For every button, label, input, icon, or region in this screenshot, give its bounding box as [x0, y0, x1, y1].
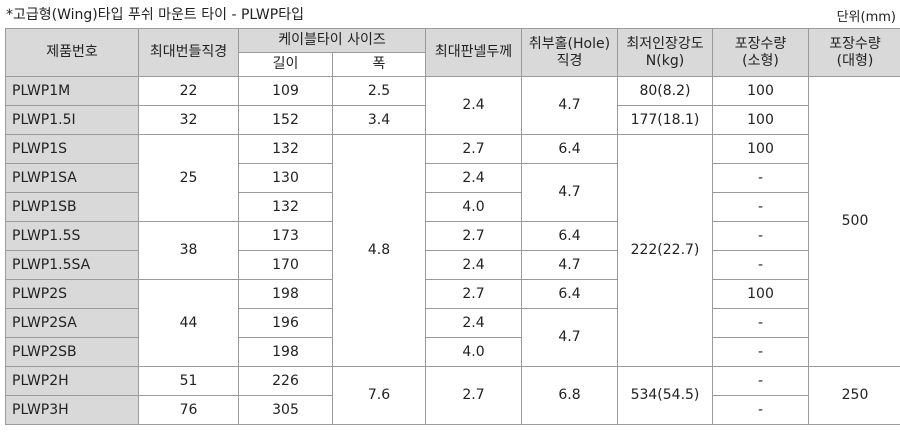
table-cell: 100 [712, 279, 809, 309]
table-cell: 4.7 [521, 308, 618, 367]
table-cell: 198 [238, 337, 333, 367]
table-cell: 51 [138, 366, 239, 396]
table-cell: 80(8.2) [617, 76, 713, 106]
table-row: PLWP1.5I 32 152 3.4 177(18.1) 100 [5, 105, 900, 135]
product-code: PLWP1S [5, 134, 139, 164]
table-cell: - [712, 250, 809, 280]
table-cell: 4.7 [521, 76, 618, 135]
table-cell: 196 [238, 308, 333, 338]
table-cell: 6.8 [521, 366, 618, 425]
table-cell: - [712, 366, 809, 396]
header-cell: 제품번호 [5, 28, 139, 77]
product-code: PLWP2SB [5, 337, 139, 367]
table-cell: 250 [808, 366, 900, 425]
table-cell: 4.0 [425, 337, 522, 367]
table-row: PLWP1S 25 132 4.8 2.7 6.4 222(22.7) 100 [5, 134, 900, 367]
table-cell: 222(22.7) [617, 134, 713, 367]
table-cell: 130 [238, 163, 333, 193]
table-cell: 4.7 [521, 250, 618, 280]
table-cell: 2.7 [425, 279, 522, 309]
table-cell: 132 [238, 134, 333, 164]
table-cell: 38 [138, 221, 239, 280]
table-cell: 6.4 [521, 279, 618, 309]
table-cell: 25 [138, 134, 239, 222]
table-cell: 534(54.5) [617, 366, 713, 425]
spec-table: 제품번호 최대번들직경 케이블타이 사이즈 최대판넬두께 취부홀(Hole) 직… [5, 28, 900, 425]
table-cell: 305 [238, 395, 333, 425]
table-cell: - [712, 395, 809, 425]
table-cell: 32 [138, 105, 239, 135]
table-cell: - [712, 308, 809, 338]
product-code: PLWP2SA [5, 308, 139, 338]
table-cell: 7.6 [332, 366, 426, 425]
product-code: PLWP1.5S [5, 221, 139, 251]
table-row: PLWP1SA 130 2.4 4.7 - [5, 163, 900, 222]
table-row: PLWP1.5S 38 173 2.7 6.4 - [5, 221, 900, 280]
table-cell: 22 [138, 76, 239, 106]
table-cell: - [712, 337, 809, 367]
header-cell: 취부홀(Hole) 직경 [521, 28, 618, 77]
table-cell: 4.0 [425, 192, 522, 222]
product-code: PLWP3H [5, 395, 139, 425]
header-cell: 길이 [238, 52, 333, 77]
table-cell: 2.7 [425, 366, 522, 425]
table-row: PLWP1.5SA 170 2.4 4.7 - [5, 250, 900, 280]
table-cell: 2.7 [425, 221, 522, 251]
table-cell: 109 [238, 76, 333, 106]
table-cell: 132 [238, 192, 333, 222]
table-cell: - [712, 221, 809, 251]
table-cell: 2.5 [332, 76, 426, 106]
table-cell: 2.7 [425, 134, 522, 164]
product-code: PLWP2H [5, 366, 139, 396]
table-cell: 2.4 [425, 163, 522, 193]
table-cell: - [712, 163, 809, 193]
table-cell: 2.4 [425, 76, 522, 135]
header-cell: 포장수량 (대형) [808, 28, 900, 77]
table-cell: - [712, 192, 809, 222]
table-cell: 6.4 [521, 134, 618, 164]
table-cell: 152 [238, 105, 333, 135]
table-row: PLWP3H 76 305 - [5, 395, 900, 425]
product-code: PLWP2S [5, 279, 139, 309]
table-cell: 6.4 [521, 221, 618, 251]
header-cell: 최대판넬두께 [425, 28, 522, 77]
product-code: PLWP1.5I [5, 105, 139, 135]
table-cell: 2.4 [425, 308, 522, 338]
table-cell: 198 [238, 279, 333, 309]
table-cell: 2.4 [425, 250, 522, 280]
table-cell: 100 [712, 105, 809, 135]
product-code: PLWP1M [5, 76, 139, 106]
table-cell: 500 [808, 76, 900, 367]
table-row: PLWP2S 44 198 2.7 6.4 100 [5, 279, 900, 367]
unit-label: 단위(mm) [836, 10, 896, 25]
table-cell: 226 [238, 366, 333, 396]
header-cell: 폭 [332, 52, 426, 77]
table-cell: 100 [712, 76, 809, 106]
header-cell: 최저인장강도 N(kg) [617, 28, 713, 77]
table-cell: 4.8 [332, 134, 426, 367]
table-row: PLWP1M 22 109 2.5 2.4 4.7 80(8.2) 100 500 [5, 76, 900, 367]
table-cell: 170 [238, 250, 333, 280]
table-cell: 3.4 [332, 105, 426, 135]
table-cell: 76 [138, 395, 239, 425]
header-cell: 포장수량 (소형) [712, 28, 809, 77]
table-cell: 100 [712, 134, 809, 164]
table-cell: 173 [238, 221, 333, 251]
header-cell: 케이블타이 사이즈 [238, 28, 426, 53]
header-cell: 최대번들직경 [138, 28, 239, 77]
caption: *고급형(Wing)타입 푸쉬 마운트 타이 - PLWP타입 [6, 7, 304, 23]
table-row: PLWP2H 51 226 7.6 2.7 6.8 534(54.5) -250 [5, 366, 900, 425]
table-cell: 44 [138, 279, 239, 367]
table-row: PLWP2SB 198 4.0 - [5, 337, 900, 367]
product-code: PLWP1SA [5, 163, 139, 193]
table-cell: 177(18.1) [617, 105, 713, 135]
product-code: PLWP1.5SA [5, 250, 139, 280]
product-code: PLWP1SB [5, 192, 139, 222]
table-cell: 4.7 [521, 163, 618, 222]
